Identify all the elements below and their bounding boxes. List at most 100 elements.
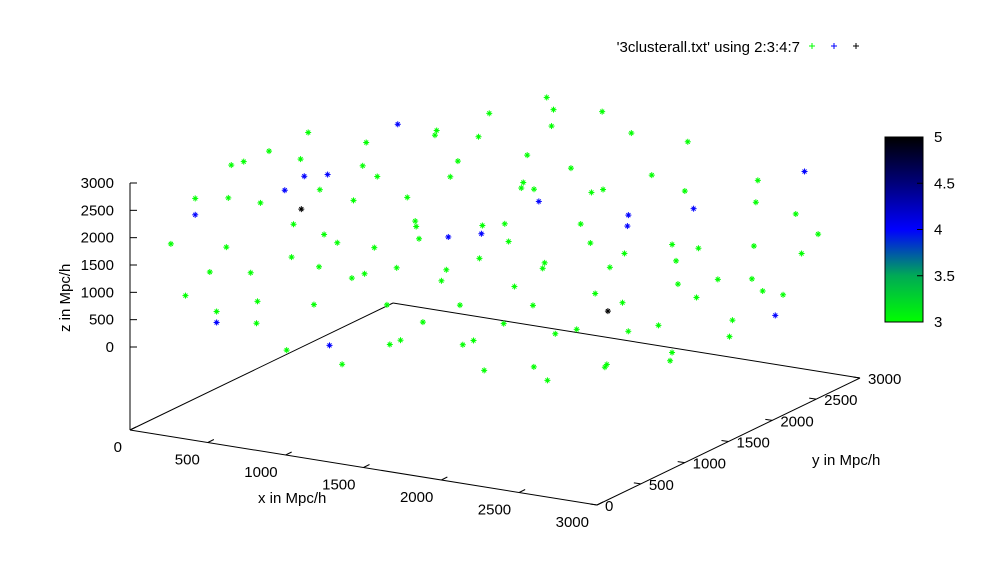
colorbar-ticks: 3 3.5 4 4.5 5 [917,129,955,331]
data-point [625,212,632,219]
data-point [520,179,527,186]
x-tick-label: 0 [114,439,122,456]
data-point [772,312,779,319]
y-tick-mark [765,418,773,421]
data-point [192,195,199,202]
data-point [475,133,482,140]
data-point [316,263,323,270]
z-tick-label: 2000 [81,230,114,247]
data-point [445,233,452,240]
data-point [281,187,288,194]
data-point [511,283,518,290]
y-tick-mark [677,461,685,464]
y-tick-label: 1000 [693,456,726,473]
data-point [780,291,787,298]
data-point [419,319,426,326]
y-tick-mark [809,397,817,400]
data-point [305,129,312,136]
y-ticks: 0 500 1000 1500 2000 2500 3000 [589,371,901,515]
data-point [501,220,508,227]
data-point [729,317,736,324]
x-tick-mark [129,426,137,431]
z-tick-label: 1500 [81,257,114,274]
data-point [750,243,757,250]
data-point [604,308,611,315]
y-tick-mark [852,376,861,379]
data-point [404,194,411,201]
data-point [167,240,174,247]
legend-text: '3clusterall.txt' using 2:3:4:7 [617,39,800,56]
z-tick-label: 3000 [81,175,114,192]
data-point [714,276,721,283]
legend-mark [853,43,859,49]
legend: '3clusterall.txt' using 2:3:4:7 [617,39,859,56]
data-point [283,347,290,354]
data-point [459,341,466,348]
z-tick-label: 500 [89,312,114,329]
data-point [752,199,759,206]
data-point [393,264,400,271]
data-point [673,257,680,264]
data-point [383,301,390,308]
data-point [529,302,536,309]
colorbar-tick-label: 4 [934,222,942,239]
x-tick-label: 500 [175,452,200,469]
colorbar: 3 3.5 4 4.5 5 [884,129,955,331]
back-edge-y [129,302,394,431]
colorbar-tick-label: 5 [934,129,942,146]
x-tick-mark [363,464,370,468]
legend-mark [809,43,815,49]
x-axis-label: x in Mpc/h [258,490,326,507]
data-point [624,223,631,230]
data-point [550,106,557,113]
data-points [167,94,822,384]
axes [129,183,861,506]
data-point [539,265,546,272]
data-point [669,349,676,356]
data-point [431,132,438,139]
data-point [223,244,230,251]
colorbar-tick-label: 3 [934,314,942,331]
y-axis-label: y in Mpc/h [812,452,880,469]
data-point [655,322,662,329]
y-tick-label: 2500 [824,392,857,409]
data-point [684,138,691,145]
data-point [674,281,681,288]
data-point [334,239,341,246]
data-point [601,364,608,371]
y-tick-mark [721,440,729,442]
x-tick-mark [285,451,292,456]
data-point [625,328,632,335]
data-point [690,205,697,212]
data-point [301,173,308,180]
data-point [481,367,488,374]
data-point [266,148,273,155]
data-point [361,270,368,277]
x-tick-label: 1500 [322,477,355,494]
x-ticks: 0 500 1000 1500 2000 2500 3000 [114,426,604,531]
data-point [326,342,333,349]
data-point [486,110,493,117]
data-point [798,250,805,257]
data-point [524,152,531,159]
data-point [681,188,688,195]
y-tick-label: 2000 [780,413,813,430]
data-point [544,377,551,384]
y-tick-mark [633,482,641,485]
x-tick-mark [441,476,448,481]
data-point [416,235,423,242]
data-point [587,240,594,247]
data-point [253,320,260,327]
data-point [225,194,232,201]
y-tick-label: 1500 [737,435,770,452]
data-point [412,218,419,225]
data-point [374,173,381,180]
data-point [621,250,628,257]
data-point [518,185,525,192]
data-point [801,168,808,175]
data-point [470,337,477,344]
data-point [254,298,261,305]
data-point [479,222,486,229]
data-point [339,361,346,368]
data-point [754,177,761,184]
